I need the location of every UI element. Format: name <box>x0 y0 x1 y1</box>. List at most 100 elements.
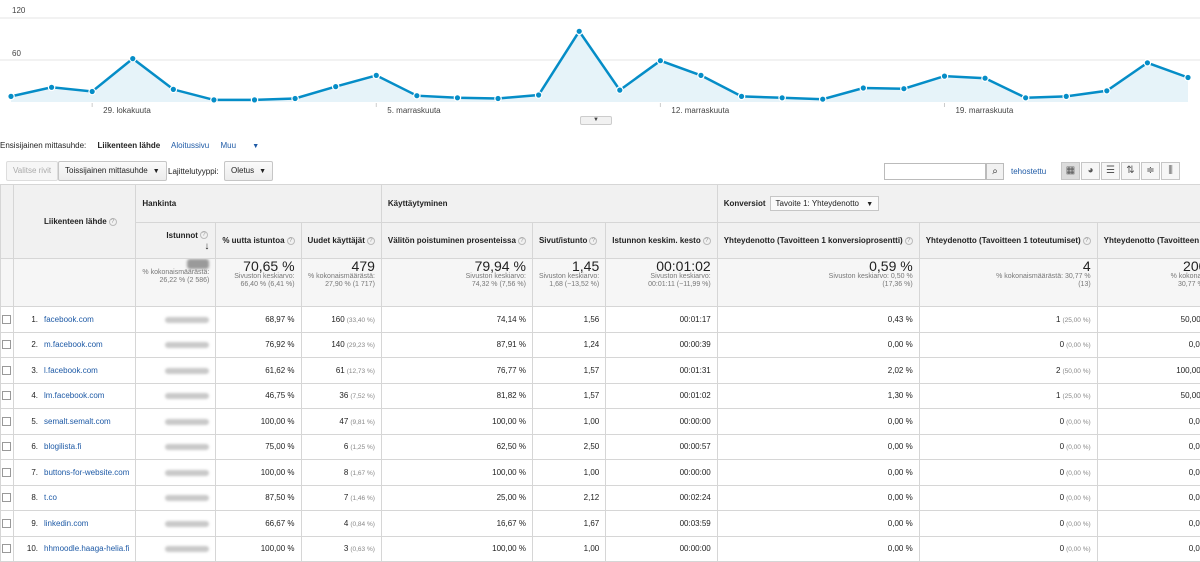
chart-point[interactable] <box>332 83 338 89</box>
help-icon[interactable]: ? <box>703 237 711 245</box>
row-checkbox[interactable] <box>2 391 11 400</box>
chart-point[interactable] <box>941 73 947 79</box>
view-pie-button[interactable]: ◕ <box>1081 162 1100 180</box>
chart-point[interactable] <box>8 93 14 99</box>
table-search-input[interactable] <box>884 163 986 180</box>
col-avg-duration[interactable]: Istunnon keskim. kesto? <box>606 223 717 259</box>
search-button[interactable]: ⌕ <box>986 163 1004 180</box>
chart-point[interactable] <box>89 88 95 94</box>
col-goal1-value[interactable]: Yhteydenotto (Tavoitteen 1 arvo)? <box>1097 223 1200 259</box>
source-link[interactable]: lm.facebook.com <box>44 391 104 400</box>
chart-point[interactable] <box>495 95 501 101</box>
chart-point[interactable] <box>982 75 988 81</box>
chart-point[interactable] <box>535 92 541 98</box>
row-checkbox[interactable] <box>2 544 11 553</box>
chart-point[interactable] <box>657 58 663 64</box>
row-checkbox[interactable] <box>2 417 11 426</box>
chart-point[interactable] <box>170 86 176 92</box>
row-checkbox-cell[interactable] <box>1 409 14 435</box>
chart-point[interactable] <box>1144 60 1150 66</box>
chart-point[interactable] <box>48 84 54 90</box>
chart-point[interactable] <box>251 97 257 103</box>
secondary-dimension-dropdown[interactable]: Toissijainen mittasuhde▼ <box>58 161 167 181</box>
row-checkbox-cell[interactable] <box>1 332 14 358</box>
row-checkbox[interactable] <box>2 493 11 502</box>
row-checkbox-cell[interactable] <box>1 536 14 562</box>
chart-point[interactable] <box>211 97 217 103</box>
chart-point[interactable] <box>1063 93 1069 99</box>
view-comparison-button[interactable]: ⇅ <box>1121 162 1140 180</box>
advanced-filter-link[interactable]: tehostettu <box>1011 167 1046 176</box>
chart-point[interactable] <box>454 95 460 101</box>
chart-point[interactable] <box>617 87 623 93</box>
help-icon[interactable]: ? <box>905 237 913 245</box>
source-link[interactable]: l.facebook.com <box>44 366 98 375</box>
chart-point[interactable] <box>576 28 582 34</box>
view-table-button[interactable]: ▦ <box>1061 162 1080 180</box>
help-icon[interactable]: ? <box>109 218 117 226</box>
col-pages-per-session[interactable]: Sivut/istunto? <box>532 223 605 259</box>
chart-point[interactable] <box>901 86 907 92</box>
row-checkbox[interactable] <box>2 442 11 451</box>
chart-point[interactable] <box>414 93 420 99</box>
col-goal1-completions[interactable]: Yhteydenotto (Tavoitteen 1 toteutumiset)… <box>919 223 1097 259</box>
source-link[interactable]: buttons-for-website.com <box>44 468 129 477</box>
dimension-other-link[interactable]: Muu ▼ <box>220 141 268 150</box>
row-checkbox-cell[interactable] <box>1 485 14 511</box>
col-bounce-rate[interactable]: Välitön poistuminen prosenteissa? <box>381 223 532 259</box>
source-link[interactable]: hhmoodle.haaga-helia.fi <box>44 544 129 553</box>
chart-point[interactable] <box>373 72 379 78</box>
sort-type-dropdown[interactable]: Oletus▼ <box>224 161 273 181</box>
source-link[interactable]: facebook.com <box>44 315 94 324</box>
help-icon[interactable]: ? <box>287 237 295 245</box>
row-checkbox[interactable] <box>2 519 11 528</box>
chart-point[interactable] <box>1022 95 1028 101</box>
source-link[interactable]: m.facebook.com <box>44 340 103 349</box>
source-link[interactable]: semalt.semalt.com <box>44 417 111 426</box>
help-icon[interactable]: ? <box>589 237 597 245</box>
col-new-sessions-pct[interactable]: % uutta istuntoa? <box>216 223 301 259</box>
dimension-header[interactable]: Liikenteen lähde? <box>14 185 136 259</box>
col-goal1-rate[interactable]: Yhteydenotto (Tavoitteen 1 konversiopros… <box>717 223 919 259</box>
chart-collapse-toggle[interactable]: ▼ <box>580 116 612 125</box>
row-checkbox-cell[interactable] <box>1 460 14 486</box>
chart-point[interactable] <box>292 95 298 101</box>
row-checkbox-cell[interactable] <box>1 434 14 460</box>
help-icon[interactable]: ? <box>518 237 526 245</box>
chart-point[interactable] <box>130 55 136 61</box>
row-checkbox-cell[interactable] <box>1 358 14 384</box>
view-performance-button[interactable]: ☰ <box>1101 162 1120 180</box>
chart-point[interactable] <box>820 96 826 102</box>
select-all-cell[interactable] <box>1 185 14 259</box>
chart-point[interactable] <box>860 85 866 91</box>
plot-rows-button[interactable]: Valitse rivit <box>6 161 58 181</box>
source-link[interactable]: t.co <box>44 493 57 502</box>
chart-point[interactable] <box>1104 88 1110 94</box>
col-sessions[interactable]: Istunnot?↓ <box>136 223 216 259</box>
chart-point[interactable] <box>738 93 744 99</box>
chart-point[interactable] <box>1185 74 1191 80</box>
row-checkbox-cell[interactable] <box>1 307 14 333</box>
row-checkbox-cell[interactable] <box>1 511 14 537</box>
row-checkbox-cell[interactable] <box>1 383 14 409</box>
col-new-users[interactable]: Uudet käyttäjät? <box>301 223 381 259</box>
help-icon[interactable]: ? <box>1083 237 1091 245</box>
source-link[interactable]: blogilista.fi <box>44 442 81 451</box>
view-term-cloud-button[interactable]: ≑ <box>1141 162 1160 180</box>
source-link[interactable]: linkedin.com <box>44 519 88 528</box>
chart-point[interactable] <box>698 72 704 78</box>
help-icon[interactable]: ? <box>200 231 208 239</box>
view-pivot-button[interactable]: ⫼ <box>1161 162 1180 180</box>
row-checkbox[interactable] <box>2 366 11 375</box>
dimension-landing-page-link[interactable]: Aloitussivu <box>171 141 209 150</box>
row-checkbox[interactable] <box>2 340 11 349</box>
